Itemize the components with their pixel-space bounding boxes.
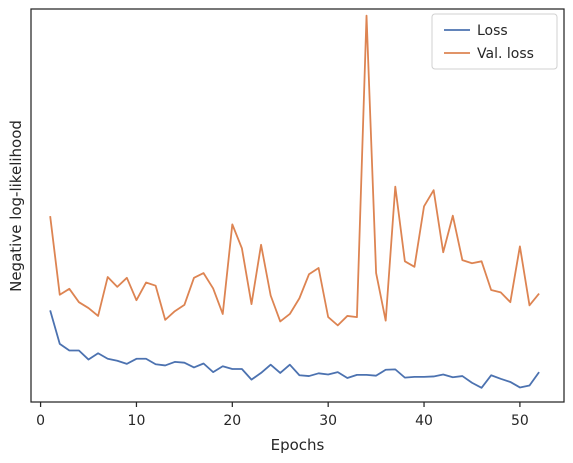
legend-label-val-loss: Val. loss bbox=[477, 46, 534, 62]
plot-frame bbox=[30, 8, 565, 403]
x-tick-label: 0 bbox=[36, 413, 45, 429]
series-line-val-loss bbox=[49, 14, 540, 327]
x-tick-label: 10 bbox=[128, 413, 146, 429]
legend: Loss Val. loss bbox=[431, 13, 558, 70]
y-axis-label: Negative log-likelihood bbox=[7, 120, 25, 292]
legend-label-loss: Loss bbox=[477, 23, 508, 39]
series-layer bbox=[49, 14, 540, 389]
legend-box bbox=[431, 13, 558, 70]
x-tick-label: 20 bbox=[223, 413, 241, 429]
series-line-loss bbox=[49, 310, 540, 389]
x-tick-label: 30 bbox=[319, 413, 337, 429]
plot-area bbox=[31, 9, 564, 402]
x-axis-label: Epochs bbox=[271, 436, 325, 454]
x-axis: 0 10 20 30 40 50 bbox=[36, 402, 529, 429]
x-tick-label: 40 bbox=[415, 413, 433, 429]
x-tick-label: 50 bbox=[511, 413, 529, 429]
